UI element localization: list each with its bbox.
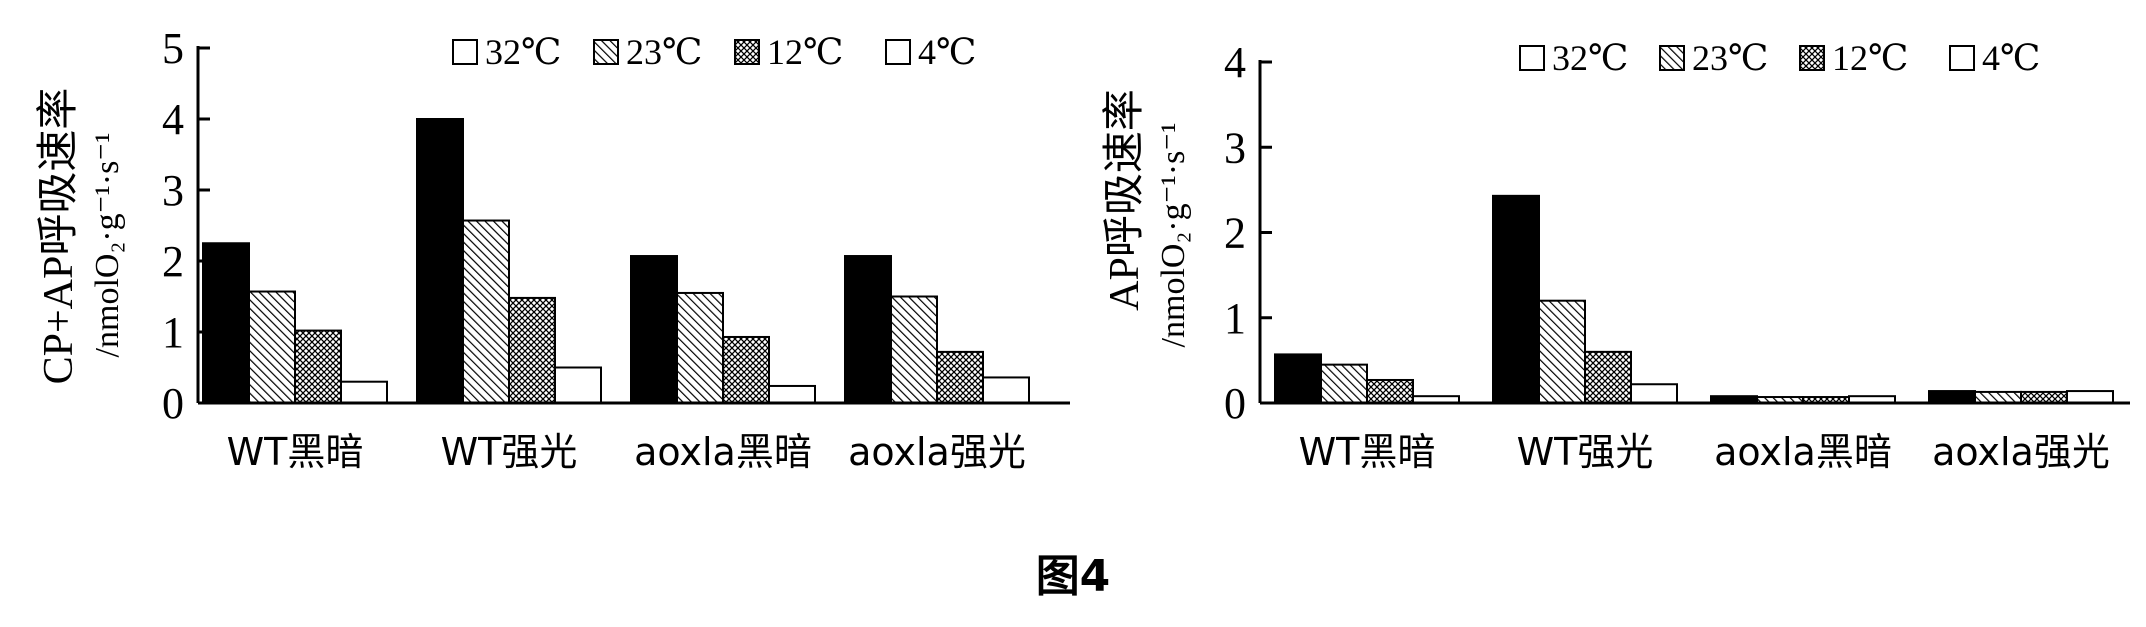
legend-swatch: [1519, 45, 1545, 71]
bar-23℃-aoxla黑暗: [676, 291, 724, 405]
y-tick-label: 4: [162, 95, 184, 144]
bar-32℃-WT黑暗: [1274, 353, 1322, 404]
bar-23℃-WT强光: [1538, 299, 1586, 405]
y-tick-label: 3: [162, 166, 184, 215]
y-tick-label: 0: [162, 379, 184, 428]
y-tick-label: 0: [1224, 379, 1246, 428]
x-tick-label: aoxla强光: [848, 430, 1026, 474]
bar-4℃-aoxla黑暗: [768, 384, 816, 404]
bar-23℃-aoxla强光: [1974, 390, 2022, 405]
bar-32℃-WT黑暗: [202, 242, 250, 404]
x-tick-label: WT黑暗: [1299, 430, 1436, 474]
bar-23℃-WT强光: [462, 219, 510, 404]
legend-swatch: [593, 39, 619, 65]
legend: 32℃ 23℃ 12℃ 4℃: [452, 32, 976, 72]
figure-caption: 图4: [1035, 551, 1111, 602]
y-axis-unit: /nmolO₂·g⁻¹·s⁻¹: [1155, 123, 1192, 348]
bar-12℃-WT强光: [1584, 350, 1632, 405]
plot-area: WT黑暗 WT强光 aoxla黑暗 aoxla强光 0 1 2 3 4 5: [162, 24, 1070, 474]
bar-32℃-aoxla黑暗: [630, 255, 678, 404]
chart-cp-ap: CP+AP呼吸速率 /nmolO₂·g⁻¹·s⁻¹ WT黑暗 WT强光 aoxla黑…: [35, 24, 1070, 474]
bar-12℃-WT强光: [508, 296, 556, 405]
y-tick-label: 2: [1224, 209, 1246, 258]
x-tick-label: aoxla黑暗: [634, 430, 812, 474]
bar-23℃-WT黑暗: [1320, 363, 1368, 405]
y-axis-title: CP+AP呼吸速率 /nmolO₂·g⁻¹·s⁻¹: [35, 88, 126, 385]
y-axis-title: AP呼吸速率 /nmolO₂·g⁻¹·s⁻¹: [1101, 89, 1192, 347]
legend-label: 4℃: [918, 32, 976, 72]
bar-12℃-aoxla强光: [936, 350, 984, 405]
legend-swatch: [452, 39, 478, 65]
bar-32℃-aoxla强光: [1928, 390, 1976, 405]
y-tick-label: 1: [162, 308, 184, 357]
legend-swatch: [1949, 45, 1975, 71]
x-tick-label: aoxla黑暗: [1714, 430, 1892, 474]
y-tick-label: 2: [162, 237, 184, 286]
chart-ap: AP呼吸速率 /nmolO₂·g⁻¹·s⁻¹ WT黑暗 WT强光 aoxla黑暗 ao…: [1101, 38, 2130, 474]
legend-swatch: [1799, 45, 1825, 71]
legend-label: 23℃: [626, 32, 702, 72]
y-tick-label: 3: [1224, 123, 1246, 172]
bar-4℃-WT强光: [554, 366, 602, 404]
x-tick-label: WT强光: [441, 430, 578, 474]
legend-swatch: [734, 39, 760, 65]
x-tick-label: aoxla强光: [1932, 430, 2110, 474]
bar-12℃-aoxla强光: [2020, 390, 2068, 405]
bar-12℃-WT黑暗: [294, 329, 342, 404]
bar-12℃-aoxla黑暗: [722, 335, 770, 404]
legend: 32℃ 23℃ 12℃ 4℃: [1519, 38, 2040, 78]
plot-area: WT黑暗 WT强光 aoxla黑暗 aoxla强光 0 1 2 3 4: [1224, 38, 2130, 474]
y-tick-label: 5: [162, 24, 184, 73]
x-tick-label: WT黑暗: [227, 430, 364, 474]
x-tick-label: WT强光: [1517, 430, 1654, 474]
bar-23℃-aoxla强光: [890, 295, 938, 404]
legend-swatch: [885, 39, 911, 65]
bar-4℃-WT黑暗: [340, 380, 388, 405]
bar-32℃-WT强光: [416, 118, 464, 404]
y-axis-label: AP呼吸速率: [1101, 89, 1148, 311]
y-axis-unit: /nmolO₂·g⁻¹·s⁻¹: [89, 133, 126, 358]
legend-label: 23℃: [1692, 38, 1768, 78]
y-tick-label: 1: [1224, 294, 1246, 343]
legend-label: 32℃: [1552, 38, 1628, 78]
bar-23℃-WT黑暗: [248, 290, 296, 404]
bar-12℃-WT黑暗: [1366, 378, 1414, 405]
legend-label: 12℃: [1832, 38, 1908, 78]
bar-4℃-aoxla强光: [982, 376, 1030, 405]
bar-32℃-WT强光: [1492, 194, 1540, 404]
legend-label: 4℃: [1982, 38, 2040, 78]
bar-4℃-aoxla强光: [2066, 390, 2114, 405]
y-axis-label: CP+AP呼吸速率: [35, 88, 82, 385]
bar-32℃-aoxla强光: [844, 255, 892, 404]
y-tick-label: 4: [1224, 38, 1246, 87]
legend-label: 32℃: [485, 32, 561, 72]
bar-4℃-WT强光: [1630, 383, 1678, 404]
legend-label: 12℃: [767, 32, 843, 72]
legend-swatch: [1659, 45, 1685, 71]
